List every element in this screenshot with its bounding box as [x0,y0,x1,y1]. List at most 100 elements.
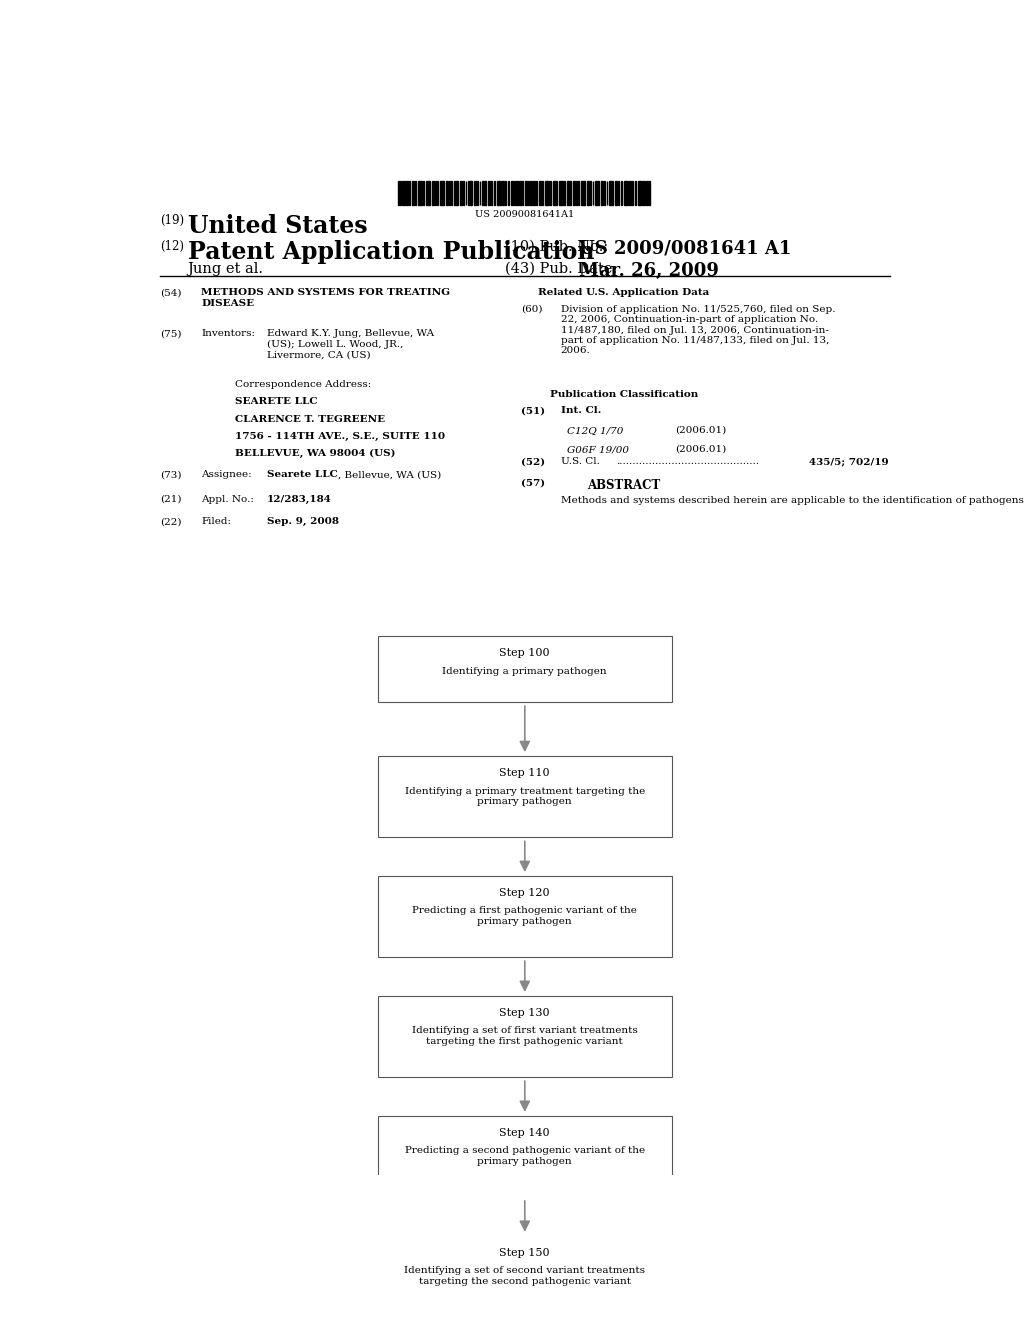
Bar [477,181,478,205]
Bar [443,181,444,205]
Text: Jung et al.: Jung et al. [187,263,263,276]
Bar [542,181,543,205]
FancyBboxPatch shape [378,756,672,837]
Bar [624,181,626,205]
Bar [502,181,504,205]
Text: Patent Application Publication: Patent Application Publication [187,240,594,264]
Bar [511,181,513,205]
FancyBboxPatch shape [378,1115,672,1197]
Text: Identifying a primary treatment targeting the
primary pathogen: Identifying a primary treatment targetin… [404,787,645,807]
Text: Division of application No. 11/525,760, filed on Sep.
22, 2006, Continuation-in-: Division of application No. 11/525,760, … [560,305,835,355]
Bar [488,181,490,205]
Text: , Bellevue, WA (US): , Bellevue, WA (US) [338,470,441,479]
Bar [567,181,569,205]
Bar [584,181,585,205]
Bar [497,181,499,205]
Bar [516,181,518,205]
Bar [524,181,527,205]
Text: Edward K.Y. Jung, Bellevue, WA
(US); Lowell L. Wood, JR.,
Livermore, CA (US): Edward K.Y. Jung, Bellevue, WA (US); Low… [267,329,434,359]
Text: 12/283,184: 12/283,184 [267,495,332,504]
Bar [530,181,532,205]
Bar [415,181,416,205]
Bar [643,181,645,205]
Text: Methods and systems described herein are applicable to the identification of pat: Methods and systems described herein are… [560,496,1024,504]
Text: U.S. Cl.: U.S. Cl. [560,457,599,466]
Text: Searete LLC: Searete LLC [267,470,338,479]
Text: (51): (51) [521,407,545,416]
Bar [457,181,458,205]
Text: (75): (75) [160,329,181,338]
Bar [570,181,571,205]
Text: US 20090081641A1: US 20090081641A1 [475,210,574,219]
Text: Identifying a set of second variant treatments
targeting the second pathogenic v: Identifying a set of second variant trea… [404,1266,645,1286]
Bar [445,181,447,205]
Bar [615,181,617,205]
Bar [638,181,640,205]
Text: Related U.S. Application Data: Related U.S. Application Data [539,289,710,297]
Text: United States: United States [187,214,368,239]
Text: Step 110: Step 110 [500,768,550,779]
Text: CLARENCE T. TEGREENE: CLARENCE T. TEGREENE [236,414,385,424]
Text: (2006.01): (2006.01) [676,445,727,454]
Text: (52): (52) [521,457,545,466]
Text: (2006.01): (2006.01) [676,426,727,434]
Bar [598,181,599,205]
Bar [426,181,429,205]
Bar [561,181,563,205]
Text: Step 120: Step 120 [500,888,550,898]
Text: Sep. 9, 2008: Sep. 9, 2008 [267,517,339,527]
Text: (57): (57) [521,479,545,487]
Bar [440,181,442,205]
Text: Publication Classification: Publication Classification [550,391,698,399]
Text: (54): (54) [160,289,181,297]
Text: (43) Pub. Date:: (43) Pub. Date: [505,263,617,276]
Bar [500,181,501,205]
FancyBboxPatch shape [378,636,672,702]
Text: Int. Cl.: Int. Cl. [560,407,601,416]
Bar [646,181,647,205]
Bar [463,181,464,205]
Text: Correspondence Address:: Correspondence Address: [236,380,372,389]
Text: US 2009/0081641 A1: US 2009/0081641 A1 [579,240,792,257]
Bar [397,181,400,205]
Bar [590,181,591,205]
FancyBboxPatch shape [378,876,672,957]
Bar [553,181,556,205]
Text: ............................................: ........................................… [616,457,759,466]
Bar [432,181,433,205]
Bar [604,181,605,205]
Bar [587,181,589,205]
Bar [545,181,547,205]
Text: Mar. 26, 2009: Mar. 26, 2009 [579,263,719,280]
Bar [429,181,430,205]
Text: Identifying a set of first variant treatments
targeting the first pathogenic var: Identifying a set of first variant treat… [412,1027,638,1045]
Bar [460,181,462,205]
Bar [556,181,557,205]
Bar [632,181,634,205]
Text: Predicting a second pathogenic variant of the
primary pathogen: Predicting a second pathogenic variant o… [404,1146,645,1166]
Text: ABSTRACT: ABSTRACT [588,479,660,491]
Bar [640,181,642,205]
Text: (22): (22) [160,517,181,527]
Bar [505,181,507,205]
Bar [527,181,528,205]
Text: (12): (12) [160,240,183,252]
Bar [595,181,598,205]
Text: C12Q 1/70: C12Q 1/70 [567,426,624,434]
Bar [474,181,476,205]
Text: 1756 - 114TH AVE., S.E., SUITE 110: 1756 - 114TH AVE., S.E., SUITE 110 [236,432,445,441]
Bar [627,181,628,205]
Bar [421,181,422,205]
Bar [400,181,401,205]
Bar [418,181,420,205]
Bar [519,181,520,205]
Text: Filed:: Filed: [201,517,231,527]
Bar [559,181,560,205]
Bar [629,181,631,205]
Bar [582,181,584,205]
Text: (21): (21) [160,495,181,504]
FancyBboxPatch shape [378,995,672,1077]
Text: Step 100: Step 100 [500,648,550,659]
Bar [490,181,493,205]
Text: Appl. No.:: Appl. No.: [201,495,254,504]
